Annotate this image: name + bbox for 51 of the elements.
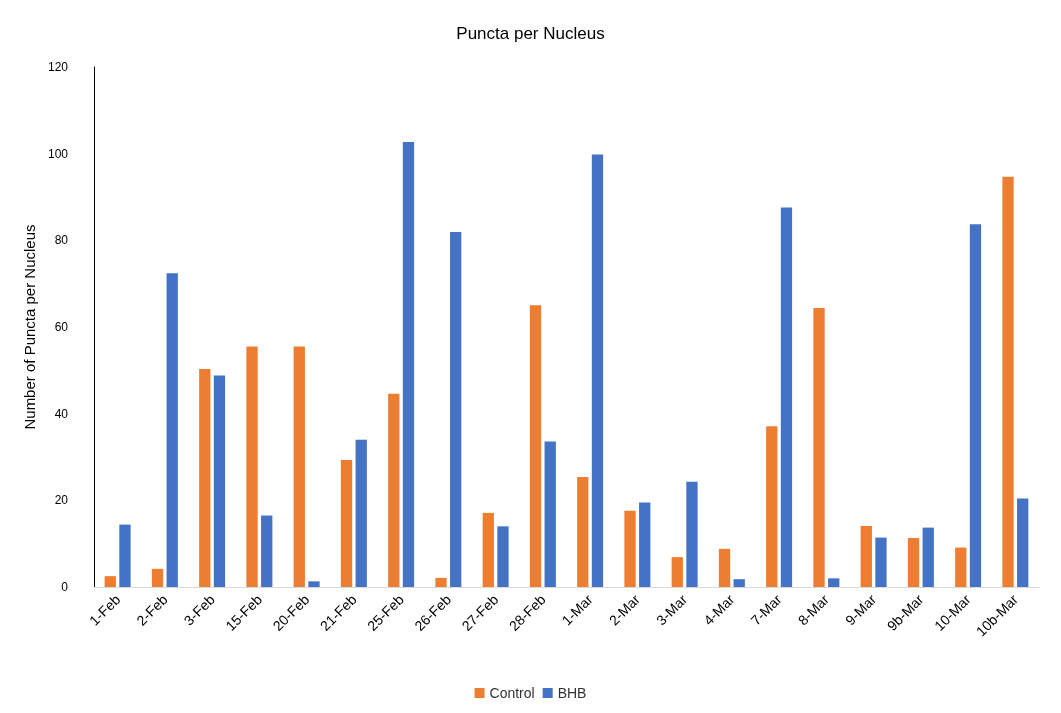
y-tick-label: 100 bbox=[47, 146, 69, 161]
bar bbox=[1017, 498, 1029, 587]
bar bbox=[766, 426, 778, 587]
bar bbox=[639, 502, 651, 587]
bar bbox=[671, 557, 683, 587]
bar bbox=[969, 224, 982, 587]
y-tick-label: 0 bbox=[61, 580, 69, 594]
bar bbox=[577, 476, 589, 587]
y-tick-label: 120 bbox=[47, 60, 69, 74]
bar bbox=[293, 346, 305, 587]
bar bbox=[402, 141, 415, 587]
bar bbox=[213, 375, 226, 587]
y-tick-label: 40 bbox=[54, 406, 69, 421]
bar bbox=[875, 537, 887, 587]
bar bbox=[261, 515, 273, 587]
legend-label: BHB bbox=[557, 685, 587, 701]
y-axis-title: Number of Puncta per Nucleus bbox=[21, 224, 39, 430]
chart-title: Puncta per Nucleus bbox=[456, 24, 605, 43]
legend-label: Control bbox=[489, 685, 535, 701]
bar bbox=[450, 232, 462, 587]
y-tick-label: 60 bbox=[54, 320, 69, 334]
bar bbox=[246, 346, 258, 587]
bar bbox=[166, 273, 178, 587]
bar bbox=[544, 441, 556, 587]
bar bbox=[308, 581, 320, 587]
bar bbox=[199, 369, 211, 587]
bar bbox=[780, 207, 793, 587]
bar bbox=[591, 154, 604, 587]
bar bbox=[104, 576, 116, 587]
bar bbox=[1002, 176, 1014, 587]
bar bbox=[828, 578, 840, 587]
y-tick-label: 20 bbox=[54, 493, 69, 508]
bar bbox=[860, 525, 872, 587]
bar bbox=[686, 481, 698, 587]
bar bbox=[529, 305, 542, 587]
bar bbox=[922, 527, 934, 587]
bar bbox=[435, 577, 447, 587]
bar bbox=[119, 524, 131, 587]
bar bbox=[151, 568, 164, 587]
bar bbox=[813, 307, 825, 587]
bar bbox=[718, 548, 731, 587]
bar bbox=[624, 510, 636, 587]
bar bbox=[340, 460, 353, 587]
bar bbox=[733, 579, 745, 587]
bar bbox=[388, 393, 400, 587]
bar bbox=[355, 439, 367, 587]
bar bbox=[482, 512, 494, 587]
bar bbox=[907, 538, 920, 587]
bar bbox=[955, 547, 967, 587]
bar bbox=[497, 526, 509, 587]
y-tick-label: 80 bbox=[54, 233, 69, 248]
